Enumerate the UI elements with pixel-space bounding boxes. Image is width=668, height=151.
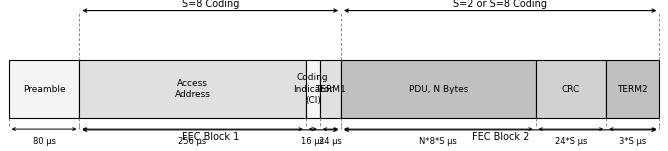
Text: 24*S μs: 24*S μs [554,137,587,146]
Text: PDU, N Bytes: PDU, N Bytes [409,85,468,94]
Bar [9,60,79,118]
Text: TERM2: TERM2 [617,85,648,94]
Text: Preamble: Preamble [23,85,65,94]
Text: S=2 or S=8 Coding: S=2 or S=8 Coding [453,0,547,9]
Bar [536,60,607,118]
Bar [320,60,341,118]
Text: CRC: CRC [562,85,580,94]
Text: 256 μs: 256 μs [178,137,206,146]
Text: 80 μs: 80 μs [33,137,55,146]
Text: S=8 Coding: S=8 Coding [182,0,239,9]
Text: FEC Block 2: FEC Block 2 [472,132,529,142]
Text: FEC Block 1: FEC Block 1 [182,132,239,142]
Bar [341,60,536,118]
Text: Access
Address: Access Address [174,79,210,99]
Text: 24 μs: 24 μs [319,137,342,146]
Bar [306,60,320,118]
Text: 3*S μs: 3*S μs [619,137,647,146]
Text: Coding
Indicator
(CI): Coding Indicator (CI) [293,74,333,105]
Text: N*8*S μs: N*8*S μs [420,137,458,146]
Text: 16 μs: 16 μs [301,137,324,146]
Text: TERM1: TERM1 [315,85,346,94]
Bar [607,60,659,118]
Bar [79,60,306,118]
